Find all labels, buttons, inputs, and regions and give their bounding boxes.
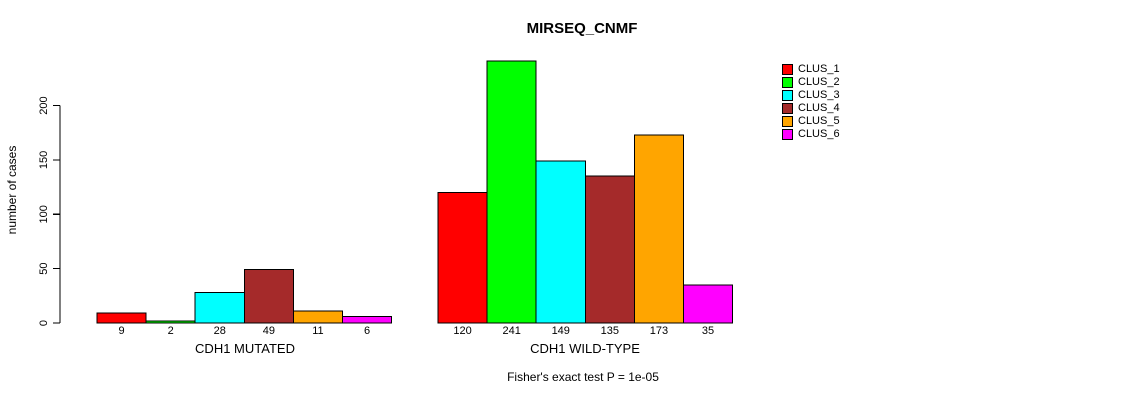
legend-label: CLUS_6 — [798, 128, 840, 140]
chart-title: MIRSEQ_CNMF — [526, 20, 638, 37]
bar-value-label: 2 — [168, 325, 174, 337]
bar-clus_2-cdh1-mutated — [145, 320, 196, 324]
bar-clus_1-cdh1-wild-type — [437, 192, 488, 324]
bar-value-label: 9 — [118, 325, 124, 337]
legend-swatch-clus_3 — [782, 90, 793, 101]
bar-clus_2-cdh1-wild-type — [486, 60, 537, 324]
bar-clus_4-cdh1-mutated — [243, 269, 294, 324]
bar-value-label: 135 — [601, 325, 619, 337]
legend-label: CLUS_1 — [798, 63, 840, 75]
bar-clus_5-cdh1-wild-type — [633, 134, 685, 324]
bar-value-label: 35 — [702, 325, 714, 337]
legend-label: CLUS_2 — [798, 76, 840, 88]
bar-clus_5-cdh1-mutated — [292, 310, 343, 324]
bar-clus_4-cdh1-wild-type — [584, 175, 635, 324]
legend-label: CLUS_3 — [798, 89, 840, 101]
bar-value-label: 173 — [650, 325, 668, 337]
legend-item-clus_3: CLUS_3 — [782, 89, 840, 102]
legend-label: CLUS_4 — [798, 102, 840, 114]
x-group-label-wildtype: CDH1 WILD-TYPE — [530, 341, 640, 356]
bar-clus_3-cdh1-mutated — [194, 292, 245, 324]
y-tick-label: 150 — [38, 151, 50, 169]
bar-value-label: 6 — [364, 325, 370, 337]
legend-item-clus_2: CLUS_2 — [782, 76, 840, 89]
legend-swatch-clus_2 — [782, 77, 793, 88]
bar-clus_3-cdh1-wild-type — [535, 160, 586, 324]
bar-clus_6-cdh1-mutated — [342, 315, 393, 324]
bar-value-label: 149 — [552, 325, 570, 337]
y-tick-label: 200 — [38, 96, 50, 114]
fisher-test-annotation: Fisher's exact test P = 1e-05 — [507, 370, 659, 384]
legend-item-clus_6: CLUS_6 — [782, 128, 840, 141]
x-group-label-mutated: CDH1 MUTATED — [195, 341, 295, 356]
y-axis-title: number of cases — [5, 145, 19, 235]
bar-clus_1-cdh1-mutated — [96, 312, 147, 324]
y-tick-label: 50 — [38, 263, 50, 275]
legend-swatch-clus_4 — [782, 103, 793, 114]
bar-value-label: 11 — [312, 325, 323, 337]
bar-value-label: 241 — [502, 325, 520, 337]
legend-item-clus_1: CLUS_1 — [782, 63, 840, 76]
y-tick-label: 100 — [38, 205, 50, 223]
chart-legend: CLUS_1 CLUS_2 CLUS_3 CLUS_4 CLUS_5 CLUS_6 — [782, 63, 840, 141]
legend-swatch-clus_1 — [782, 64, 793, 75]
bar-value-label: 120 — [453, 325, 471, 337]
legend-label: CLUS_5 — [798, 115, 840, 127]
legend-swatch-clus_6 — [782, 129, 793, 140]
bar-clus_6-cdh1-wild-type — [683, 284, 734, 324]
legend-item-clus_5: CLUS_5 — [782, 115, 840, 128]
y-tick-label: 0 — [38, 320, 50, 326]
legend-item-clus_4: CLUS_4 — [782, 102, 840, 115]
bar-value-label: 49 — [263, 325, 275, 337]
bar-value-label: 28 — [214, 325, 226, 337]
legend-swatch-clus_5 — [782, 116, 793, 127]
